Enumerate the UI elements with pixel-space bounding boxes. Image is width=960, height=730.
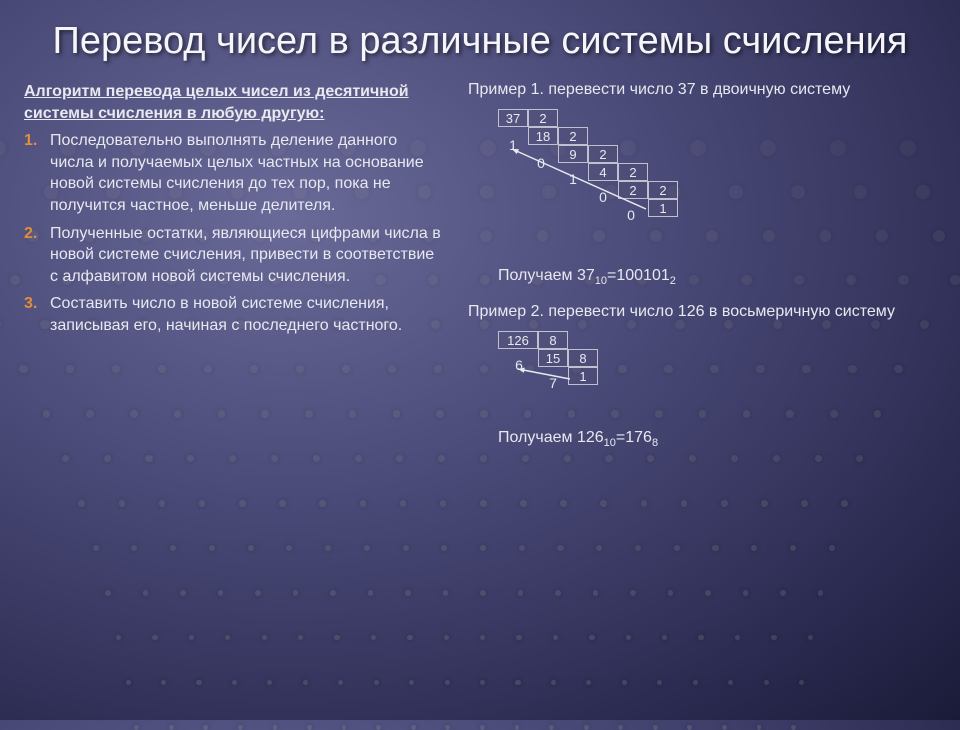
result1-sub1: 10 [595, 275, 607, 287]
result1-label: Получаем 37 [498, 267, 595, 284]
result1-eq: =100101 [607, 267, 670, 284]
result1-sub2: 2 [670, 275, 676, 287]
arrow-icon [498, 331, 718, 481]
content-columns: Алгоритм перевода целых чисел из десятич… [0, 81, 960, 465]
algorithm-text-2: Полученные остатки, являющиеся цифрами ч… [50, 225, 441, 285]
algorithm-text-3: Составить число в новой системе счислени… [50, 295, 402, 334]
algorithm-item-1: 1.Последовательно выполнять деление данн… [24, 130, 444, 216]
example2-division: 1268158167 [498, 331, 936, 421]
right-column: Пример 1. перевести число 37 в двоичную … [468, 81, 936, 465]
algorithm-item-3: 3.Составить число в новой системе счисле… [24, 293, 444, 336]
algorithm-text-1: Последовательно выполнять деление данног… [50, 132, 424, 214]
arrow-icon [498, 109, 718, 259]
page-title: Перевод чисел в различные системы счисле… [0, 0, 960, 81]
left-column: Алгоритм перевода целых чисел из десятич… [24, 81, 444, 465]
example1-title: Пример 1. перевести число 37 в двоичную … [468, 81, 936, 99]
algorithm-heading: Алгоритм перевода целых чисел из десятич… [24, 81, 444, 124]
example1-division: 372182924222110100 [498, 109, 936, 259]
algorithm-item-2: 2.Полученные остатки, являющиеся цифрами… [24, 223, 444, 288]
algorithm-list: 1.Последовательно выполнять деление данн… [24, 130, 444, 336]
example2-title: Пример 2. перевести число 126 в восьмери… [468, 303, 936, 321]
example1-result: Получаем 3710=1001012 [498, 267, 936, 287]
